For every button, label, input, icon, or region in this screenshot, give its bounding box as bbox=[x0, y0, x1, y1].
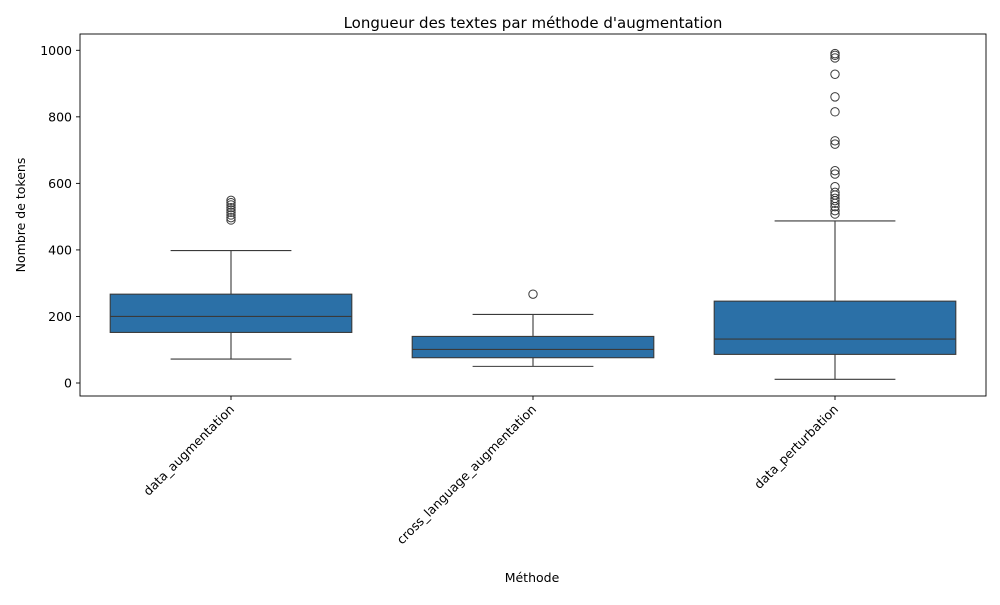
outlier-point bbox=[226, 197, 236, 208]
y-axis-label: Nombre de tokens bbox=[13, 158, 28, 273]
y-axis: 0 200 400 600 800 1000 bbox=[40, 43, 80, 391]
outlier-point bbox=[226, 212, 236, 223]
outlier-point bbox=[226, 205, 236, 215]
outlier-point bbox=[830, 182, 840, 192]
x-axis-label: Méthode bbox=[505, 570, 560, 585]
outlier-point bbox=[830, 53, 840, 63]
outlier-point bbox=[528, 289, 538, 299]
outlier-point bbox=[830, 69, 840, 79]
box-iqr bbox=[713, 300, 957, 355]
plot-area bbox=[109, 48, 957, 380]
box-iqr bbox=[109, 293, 353, 333]
outlier-point bbox=[830, 139, 840, 149]
outlier-point bbox=[830, 136, 840, 146]
box-iqr bbox=[411, 335, 655, 359]
outlier-point bbox=[830, 209, 840, 219]
box-data_augmentation bbox=[109, 195, 353, 360]
y-tick-label: 400 bbox=[48, 242, 72, 257]
outlier-point bbox=[226, 215, 236, 225]
y-tick-label: 1000 bbox=[40, 43, 72, 58]
outlier-point bbox=[830, 193, 840, 204]
outlier-point bbox=[830, 205, 840, 216]
chart-title: Longueur des textes par méthode d'augmen… bbox=[344, 14, 723, 32]
y-tick-label: 200 bbox=[48, 309, 72, 324]
box-data_perturbation bbox=[713, 48, 957, 380]
outlier-point bbox=[830, 92, 840, 102]
box-cross_language_augmentation bbox=[411, 289, 655, 367]
outlier-point bbox=[226, 202, 236, 213]
outlier-point bbox=[830, 107, 840, 117]
y-tick-label: 600 bbox=[48, 176, 72, 191]
outlier-point bbox=[830, 169, 840, 179]
outlier-point bbox=[830, 187, 840, 198]
outlier-point bbox=[226, 207, 236, 218]
y-tick-label: 800 bbox=[48, 109, 72, 124]
y-tick-label: 0 bbox=[64, 376, 72, 391]
outlier-point bbox=[226, 210, 236, 220]
outlier-point bbox=[830, 48, 840, 59]
outlier-point bbox=[226, 195, 236, 206]
outlier-point bbox=[226, 200, 236, 210]
outlier-point bbox=[830, 166, 840, 176]
